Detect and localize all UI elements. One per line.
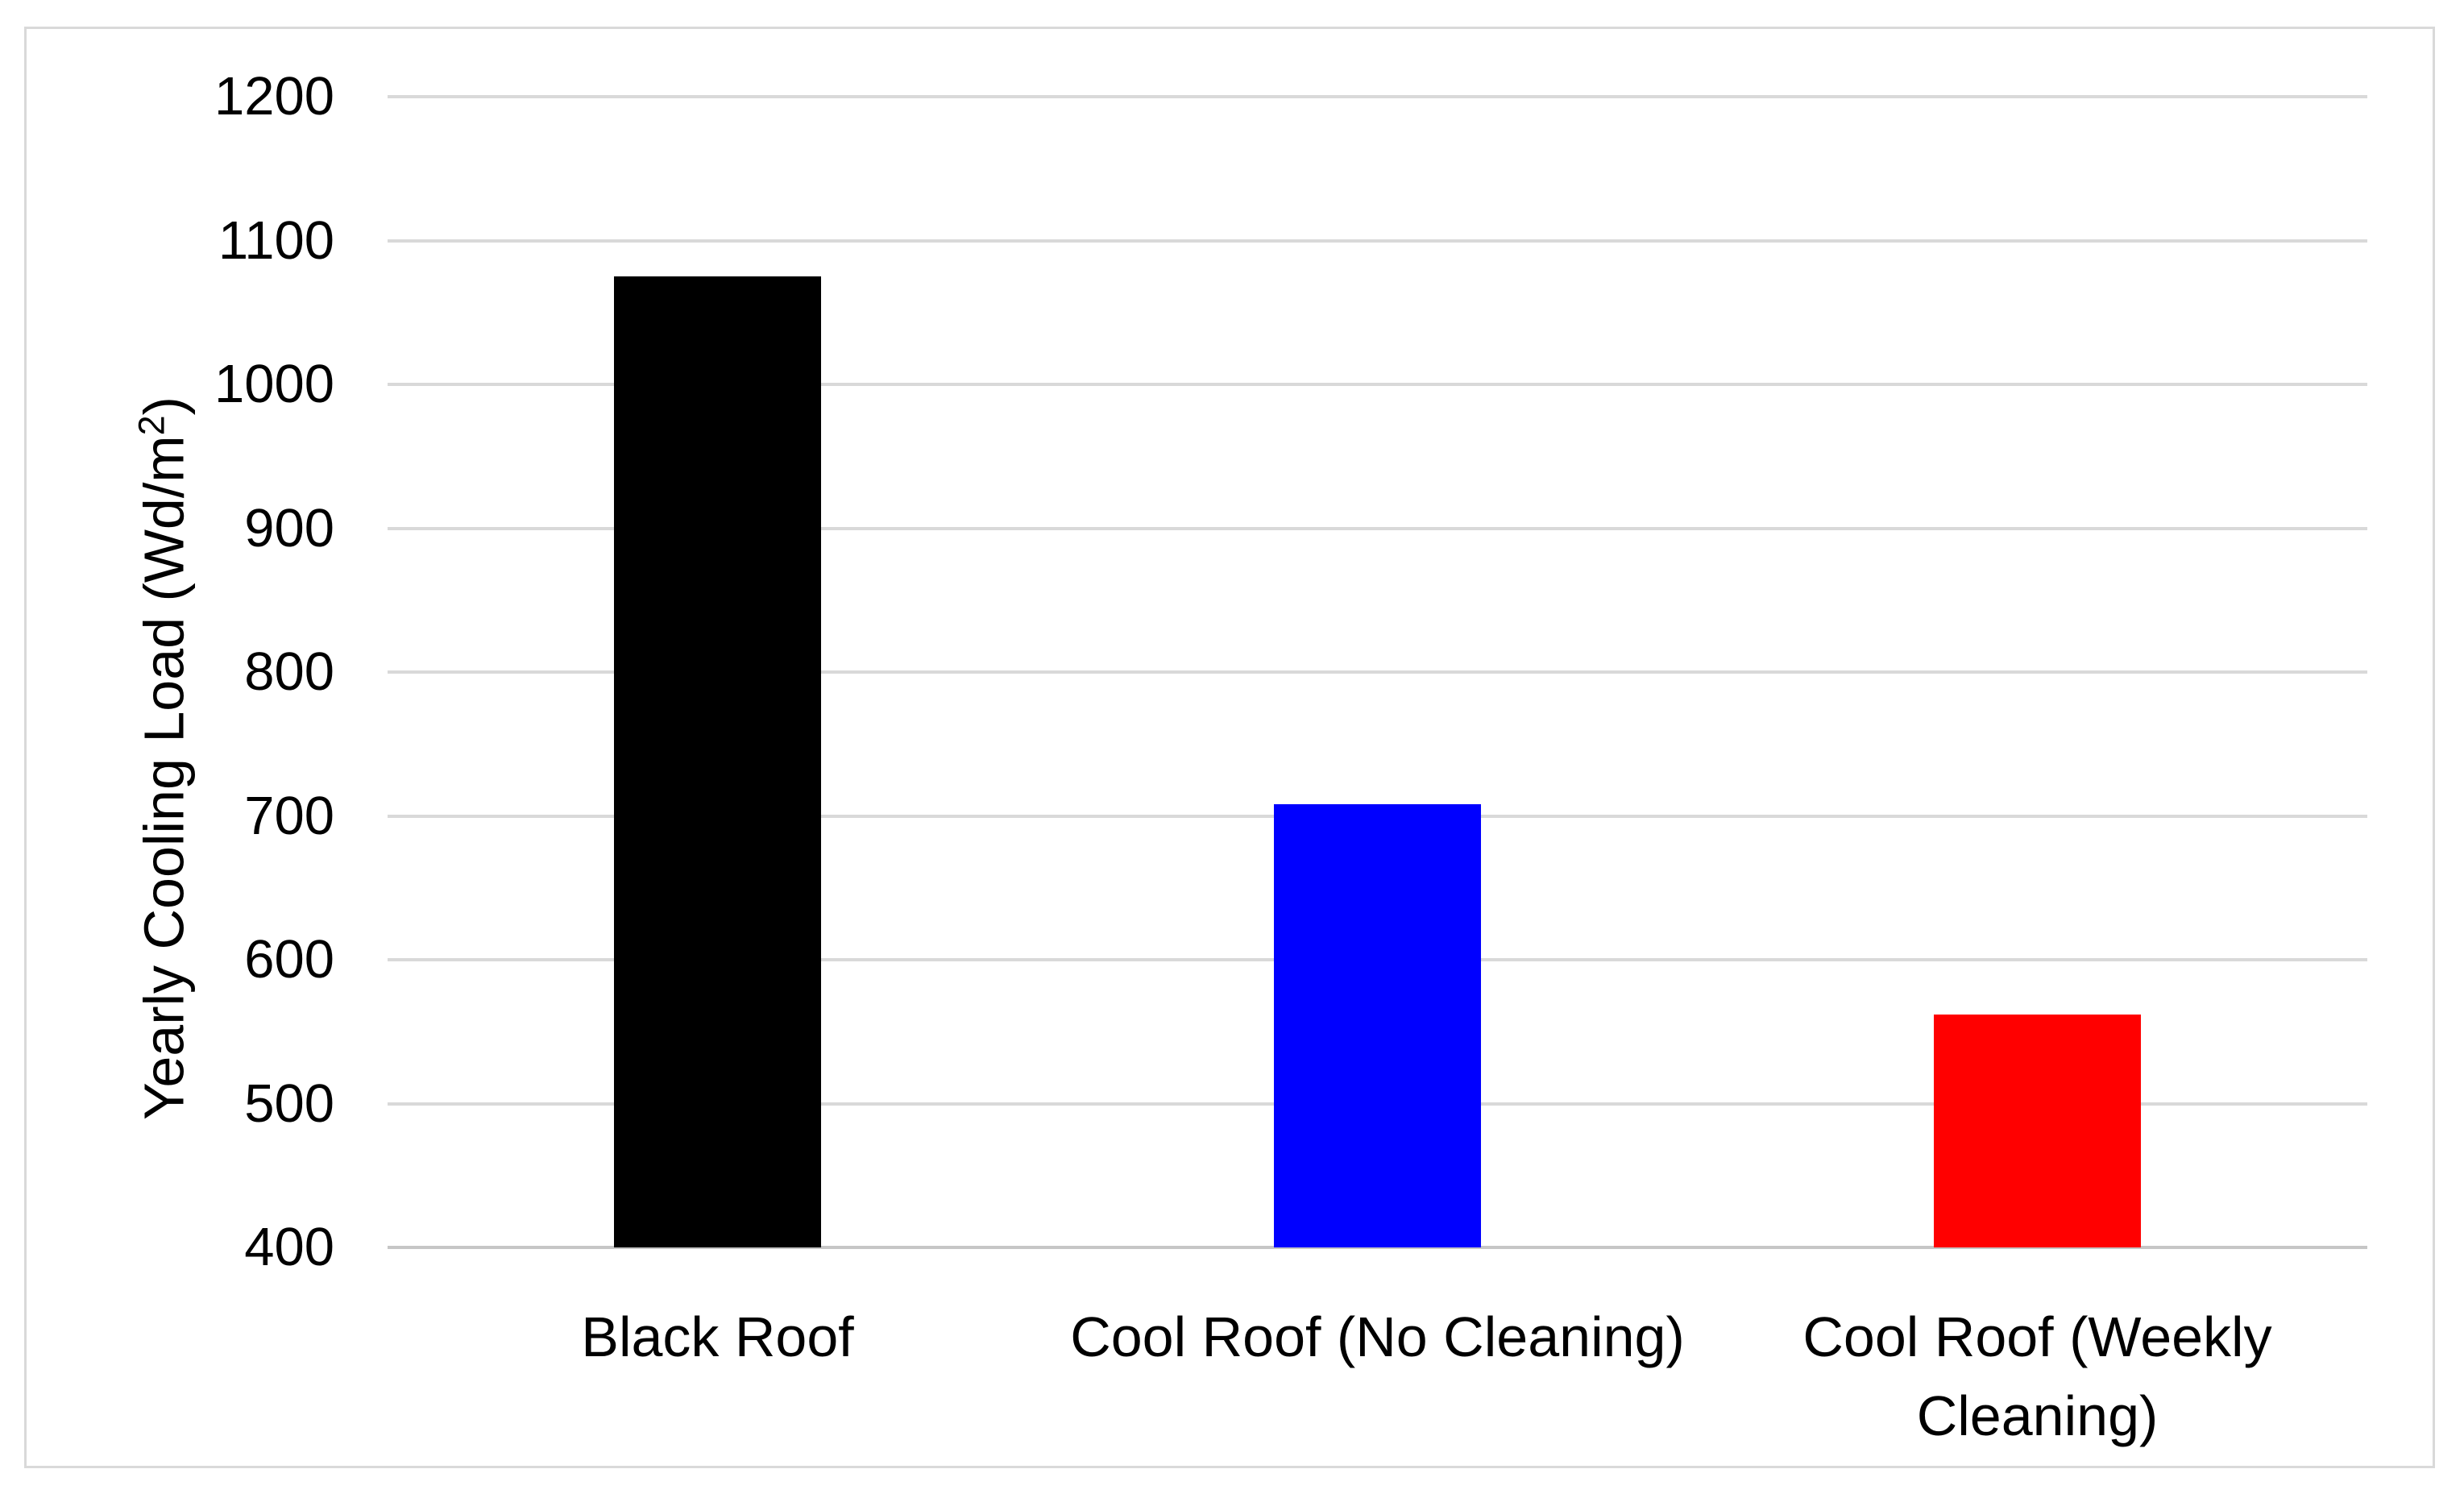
x-axis-line [388,1246,2367,1249]
bar-cool-roof-no-cleaning [1274,804,1481,1247]
y-tick-label: 600 [244,929,334,990]
chart-frame: Yearly Cooling Load (Wd/m2) 400 500 600 700… [24,27,2435,1468]
y-tick-label: 500 [244,1073,334,1134]
bar-black-roof [614,276,821,1247]
y-tick-label: 1000 [214,354,334,414]
x-category-label: Black Roof [581,1305,854,1368]
y-tick-label: 1200 [214,66,334,127]
y-tick-label: 1100 [218,210,334,271]
y-tick-label: 900 [244,497,334,558]
y-tick-label: 700 [244,785,334,846]
y-tick-label: 800 [244,641,334,702]
x-category-label: Cool Roof (Weekly Cleaning) [1802,1305,2272,1447]
bar-cool-roof-weekly-cleaning [1934,1014,2141,1247]
y-tick-label: 400 [244,1217,334,1277]
x-category-label: Cool Roof (No Cleaning) [1070,1305,1685,1368]
